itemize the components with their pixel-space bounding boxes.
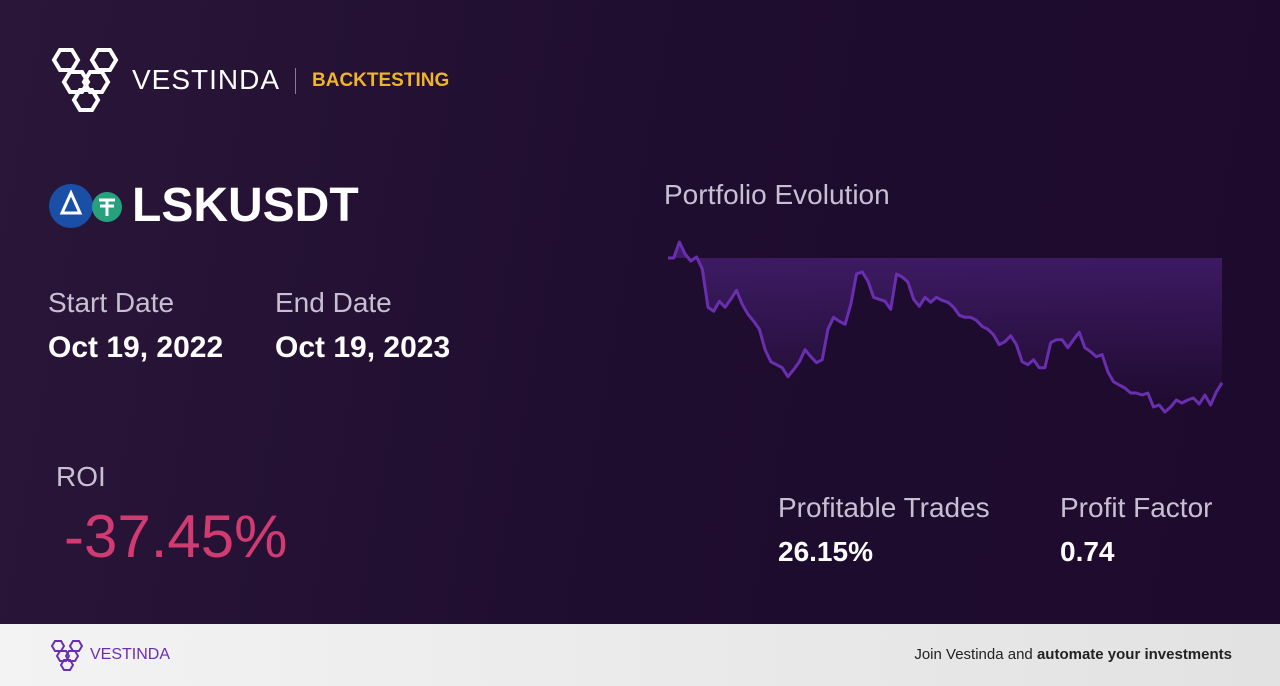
chart: [668, 240, 1224, 414]
start-date: Oct 19, 2022: [48, 331, 224, 364]
stat-label: Profitable Trades: [778, 492, 990, 523]
footer: VESTINDA Join Vestinda and automate your…: [0, 624, 1280, 686]
brand: VESTINDA: [132, 64, 281, 95]
footer-logo-icon: [50, 640, 84, 671]
stat-label: Profit Factor: [1060, 492, 1213, 523]
portfolio-line: [668, 240, 1224, 414]
start-label: Start Date: [48, 287, 175, 318]
end-label: End Date: [275, 287, 392, 318]
pair: LSKUSDT: [132, 179, 359, 232]
cta-bold: automate your investments: [1036, 646, 1232, 663]
roi-label: ROI: [56, 461, 106, 492]
logo-icon: [51, 48, 119, 112]
footer-brand: VESTINDA: [90, 646, 171, 663]
chart-title: Portfolio Evolution: [664, 179, 890, 210]
end-date: Oct 19, 2023: [275, 331, 451, 364]
stat-value: 26.15%: [778, 536, 873, 567]
footer-cta: Join Vestinda and automate your investme…: [914, 646, 1232, 663]
area-fill: [668, 242, 1222, 412]
stat-value: 0.74: [1060, 536, 1115, 567]
roi-value: -37.45%: [64, 503, 288, 570]
section-label: BACKTESTING: [312, 70, 450, 91]
divider: [295, 68, 296, 94]
cta-text: Join Vestinda and: [914, 646, 1033, 663]
coin-icons: [49, 184, 122, 228]
